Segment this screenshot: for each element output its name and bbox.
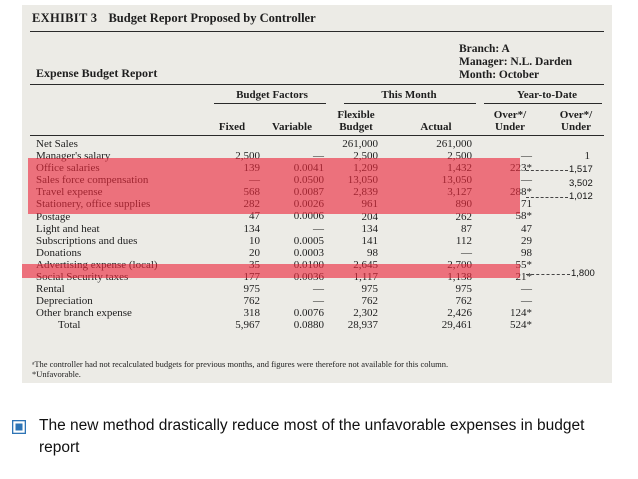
ytd-over-under-cell: 124* bbox=[510, 307, 532, 320]
leader-line-1 bbox=[526, 170, 568, 171]
ytd-over-under-cell: 29 bbox=[521, 234, 532, 247]
ytd-over-under-2-cell bbox=[556, 307, 590, 319]
actual-cell: 2,426 bbox=[447, 307, 472, 320]
ytd-over-under-cell: — bbox=[521, 283, 532, 296]
actual-cell: 975 bbox=[455, 283, 473, 296]
variable-cell: 0.0076 bbox=[293, 307, 324, 320]
ytd-over-under-2-cell: 1 bbox=[584, 150, 591, 163]
ytd-over-under-cell: 71 bbox=[521, 198, 532, 211]
actual-cell: 261,000 bbox=[436, 138, 472, 150]
fixed-cell: 10 bbox=[249, 234, 260, 247]
ytd-over-under-2-column: 1 bbox=[556, 138, 591, 332]
ytd-over-under-cell: 524* bbox=[510, 319, 532, 332]
over-under-header-1: Over*/ Under bbox=[493, 109, 527, 133]
fixed-cell: 47 bbox=[249, 210, 260, 223]
row-label: Total bbox=[58, 319, 81, 332]
footnote-a: ᵃThe controller had not recalculated bud… bbox=[32, 359, 449, 369]
flexible-budget-cell: 141 bbox=[361, 234, 379, 247]
annotation-1012: 1,012 bbox=[569, 191, 593, 202]
row-label: Donations bbox=[36, 246, 82, 259]
row-label: Depreciation bbox=[36, 295, 93, 308]
fixed-cell: 134 bbox=[243, 222, 261, 235]
annotation-3502: 3,502 bbox=[569, 178, 593, 189]
square-bullet-icon bbox=[12, 420, 26, 434]
top-rule bbox=[30, 31, 604, 32]
ytd-over-under-2-cell bbox=[556, 211, 590, 223]
ytd-over-under-cell: — bbox=[521, 295, 532, 308]
fixed-cell: 5,967 bbox=[235, 319, 260, 332]
row-label: Other branch expense bbox=[36, 307, 132, 320]
ytd-over-under-column: —223* —288* 71 58* 47 29 98 55* 21* — —124* 524* bbox=[484, 150, 532, 331]
exhibit-label: EXHIBIT 3 bbox=[32, 11, 98, 25]
variable-cell: — bbox=[313, 222, 324, 235]
highlight-salary-travel-stationery bbox=[28, 158, 520, 214]
flexible-budget-cell: 762 bbox=[361, 295, 379, 308]
bullet-text: The new method drastically reduce most o… bbox=[39, 417, 585, 456]
ytd-over-under-2-cell bbox=[556, 223, 590, 235]
actual-cell: 29,461 bbox=[441, 319, 472, 332]
variable-cell: 0.0005 bbox=[293, 234, 324, 247]
variable-cell: 0.0003 bbox=[293, 246, 324, 259]
ytd-over-under-cell: 47 bbox=[521, 222, 532, 235]
fixed-cell: 762 bbox=[243, 295, 261, 308]
actual-cell: 112 bbox=[455, 234, 472, 247]
variable-cell: — bbox=[313, 283, 324, 296]
ytd-over-under-cell: — bbox=[521, 174, 532, 187]
this-month-rule bbox=[344, 103, 476, 104]
exhibit-title: Budget Report Proposed by Controller bbox=[108, 11, 316, 25]
row-label: Subscriptions and dues bbox=[36, 234, 138, 247]
budget-factors-header: Budget Factors bbox=[236, 89, 308, 101]
actual-header: Actual bbox=[420, 121, 452, 133]
month-label: Month: October bbox=[459, 69, 540, 81]
ytd-over-under-cell: — bbox=[521, 150, 532, 162]
over-under-header-2: Over*/ Under bbox=[559, 109, 593, 133]
fixed-cell: 20 bbox=[249, 246, 260, 259]
this-month-header: This Month bbox=[381, 89, 437, 101]
branch-info: Branch: A Manager: N.L. Darden Month: Oc… bbox=[459, 43, 572, 82]
actual-cell: — bbox=[461, 246, 472, 259]
ytd-over-under-cell: 98 bbox=[521, 246, 532, 259]
ytd-over-under-2-cell bbox=[556, 138, 590, 150]
actual-cell: 87 bbox=[461, 222, 472, 235]
column-header-rule bbox=[30, 135, 604, 136]
variable-cell: — bbox=[313, 150, 324, 162]
highlight-advertising bbox=[22, 264, 520, 278]
variable-cell: — bbox=[313, 295, 324, 308]
leader-line-4 bbox=[526, 274, 570, 275]
report-title: Expense Budget Report bbox=[36, 66, 158, 80]
flexible-budget-cell: 28,937 bbox=[347, 319, 378, 332]
fixed-header: Fixed bbox=[218, 121, 246, 133]
year-to-date-rule bbox=[484, 103, 602, 104]
row-label: Net Sales bbox=[36, 138, 78, 150]
flexible-budget-cell: 261,000 bbox=[342, 138, 378, 150]
row-label: Light and heat bbox=[36, 222, 100, 235]
header-rule bbox=[30, 84, 604, 85]
footnotes: ᵃThe controller had not recalculated bud… bbox=[32, 359, 448, 379]
fixed-cell: 975 bbox=[243, 283, 261, 296]
ytd-over-under-2-cell bbox=[556, 319, 590, 331]
flexible-budget-cell: 2,302 bbox=[353, 307, 378, 320]
variable-cell: 0.0880 bbox=[293, 319, 324, 332]
ytd-over-under-2-cell bbox=[556, 235, 590, 247]
manager-label: Manager: N.L. Darden bbox=[459, 56, 573, 68]
footnote-unfavorable: *Unfavorable. bbox=[32, 369, 81, 379]
budget-factors-rule bbox=[214, 103, 326, 104]
leader-line-3 bbox=[526, 197, 568, 198]
actual-cell: 762 bbox=[455, 295, 473, 308]
ytd-over-under-2-cell bbox=[556, 295, 590, 307]
exhibit-heading: EXHIBIT 3 Budget Report Proposed by Cont… bbox=[32, 11, 316, 26]
ytd-over-under-2-cell bbox=[556, 247, 590, 259]
annotation-1800: 1,800 bbox=[571, 268, 595, 279]
flexible-budget-header: Flexible Budget bbox=[337, 109, 375, 133]
variable-header: Variable bbox=[272, 121, 312, 133]
year-to-date-header: Year-to-Date bbox=[516, 89, 578, 101]
row-label: Rental bbox=[36, 283, 65, 296]
ytd-over-under-2-cell bbox=[556, 283, 590, 295]
flexible-budget-cell: 134 bbox=[361, 222, 379, 235]
fixed-cell: 318 bbox=[243, 307, 261, 320]
branch-label: Branch: A bbox=[459, 43, 510, 55]
flexible-budget-cell: 975 bbox=[361, 283, 379, 296]
annotation-1517: 1,517 bbox=[569, 164, 593, 175]
flexible-budget-cell: 98 bbox=[367, 246, 378, 259]
